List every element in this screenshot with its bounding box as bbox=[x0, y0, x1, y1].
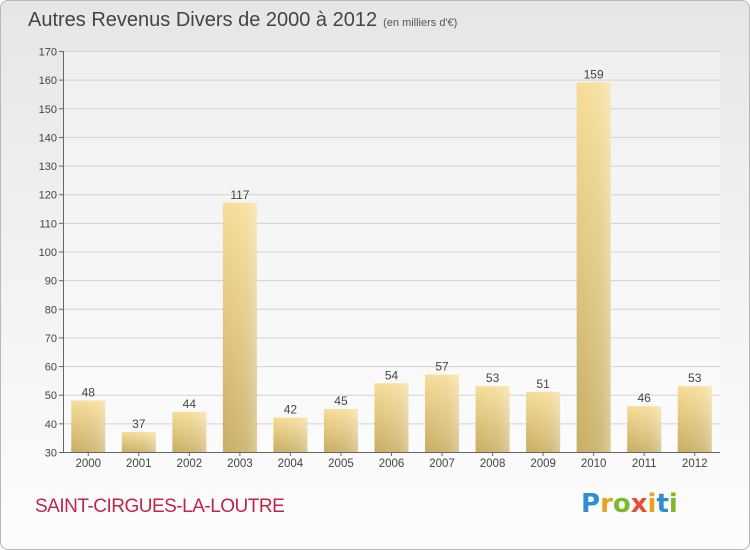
value-label: 159 bbox=[584, 68, 604, 82]
bar-highlight bbox=[121, 431, 156, 452]
bar-highlight bbox=[273, 417, 308, 452]
y-tick-label: 70 bbox=[45, 333, 57, 345]
y-tick-label: 50 bbox=[45, 390, 57, 402]
value-label: 48 bbox=[82, 385, 96, 399]
value-label: 57 bbox=[435, 360, 449, 374]
y-tick-label: 170 bbox=[39, 47, 57, 59]
value-label: 51 bbox=[536, 377, 550, 391]
x-tick-label: 2000 bbox=[75, 458, 101, 470]
chart-unit: (en milliers d'€) bbox=[383, 17, 458, 29]
value-label: 53 bbox=[486, 371, 500, 385]
y-tick-label: 80 bbox=[45, 304, 57, 316]
bar-highlight bbox=[71, 400, 106, 452]
proxiti-logo: Proxiti bbox=[581, 489, 678, 519]
value-label: 44 bbox=[183, 397, 197, 411]
y-tick-label: 40 bbox=[45, 419, 57, 431]
bar-highlight bbox=[425, 374, 460, 452]
bar-highlight bbox=[323, 409, 358, 452]
value-label: 37 bbox=[132, 417, 146, 431]
logo-letter: r bbox=[600, 489, 613, 519]
bar-highlight bbox=[627, 406, 662, 452]
logo-letter: x bbox=[630, 489, 648, 519]
logo-letter: i bbox=[668, 489, 678, 519]
x-tick-label: 2010 bbox=[581, 458, 607, 470]
x-tick-label: 2011 bbox=[632, 458, 657, 470]
x-tick-label: 2007 bbox=[429, 458, 455, 470]
axes bbox=[59, 51, 720, 456]
labels: 30 40 50 60 70 80 90 100 110 120 130 140 150 160 170 48… bbox=[39, 47, 708, 471]
bar-highlight bbox=[677, 386, 712, 452]
y-tick-label: 120 bbox=[39, 190, 57, 202]
bar-highlight bbox=[222, 202, 257, 452]
bar-highlight bbox=[374, 383, 409, 452]
logo-letter: t bbox=[656, 489, 669, 519]
bar-highlight bbox=[172, 411, 207, 452]
bar-highlight bbox=[576, 82, 611, 452]
y-tick-label: 160 bbox=[39, 75, 57, 87]
y-tick-label: 100 bbox=[39, 247, 57, 259]
x-tick-label: 2012 bbox=[682, 458, 708, 470]
logo-letter: P bbox=[581, 489, 601, 519]
chart-title-text: Autres Revenus Divers de 2000 à 2012 bbox=[28, 9, 378, 31]
chart-title: Autres Revenus Divers de 2000 à 2012 (en … bbox=[28, 9, 457, 32]
y-tick-label: 110 bbox=[39, 218, 57, 230]
value-label: 45 bbox=[334, 394, 348, 408]
x-tick-label: 2008 bbox=[480, 458, 506, 470]
value-label: 117 bbox=[230, 188, 249, 202]
x-tick-label: 2009 bbox=[530, 458, 556, 470]
value-label: 54 bbox=[385, 368, 399, 382]
value-label: 53 bbox=[688, 371, 702, 385]
x-tick-label: 2002 bbox=[177, 458, 203, 470]
town-name: SAINT-CIRGUES-LA-LOUTRE bbox=[35, 496, 285, 517]
x-tick-label: 2001 bbox=[126, 458, 152, 470]
y-tick-label: 60 bbox=[45, 362, 57, 374]
y-tick-label: 90 bbox=[45, 276, 57, 288]
y-tick-label: 140 bbox=[39, 132, 57, 144]
x-tick-label: 2003 bbox=[227, 458, 253, 470]
x-tick-label: 2006 bbox=[379, 458, 405, 470]
bars bbox=[71, 82, 712, 452]
y-tick-label: 150 bbox=[39, 104, 57, 116]
bar-highlight bbox=[475, 386, 510, 452]
value-label: 42 bbox=[284, 403, 298, 417]
x-tick-label: 2004 bbox=[278, 458, 304, 470]
bar-highlight bbox=[526, 391, 561, 452]
value-label: 46 bbox=[638, 391, 652, 405]
logo-letter: i bbox=[647, 489, 657, 519]
y-tick-label: 30 bbox=[45, 448, 57, 460]
y-tick-label: 130 bbox=[39, 161, 57, 173]
x-tick-label: 2005 bbox=[328, 458, 354, 470]
logo-letter: o bbox=[612, 489, 631, 519]
